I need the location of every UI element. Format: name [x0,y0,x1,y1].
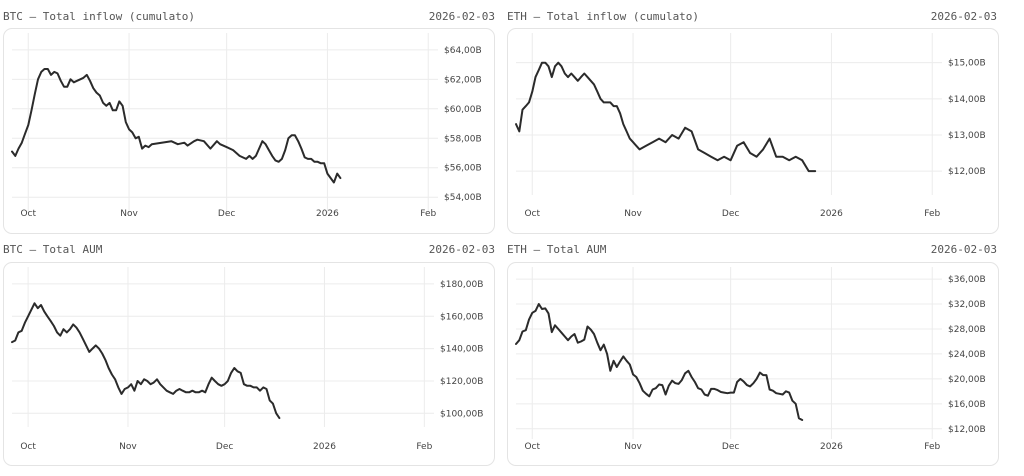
chart-card-btc-aum: Oct Nov Dec 2026 Feb $100,00B $120,00B $140,00B… [3,262,495,466]
chart-card-eth-aum: Oct Nov Dec 2026 Feb $12,00B $16,00B $20,00B $24… [507,262,999,466]
chart-title: ETH — Total inflow (cumulato) [507,9,700,23]
x-tick-label: Nov [120,209,138,219]
x-tick-label: Feb [420,209,436,219]
y-tick-label: $180,00B [440,280,483,290]
series-line [515,303,804,421]
panel-header-btc-aum: BTC — Total AUM 2026-02-03 [3,241,495,257]
x-tick-label: Feb [924,442,940,452]
y-tick-label: $13,00B [948,131,986,141]
y-tick-label: $64,00B [444,46,482,56]
series-line [11,68,342,184]
y-tick-label: $15,00B [948,59,986,69]
panel-header-btc-inflow: BTC — Total inflow (cumulato) 2026-02-03 [3,8,495,24]
y-tick-label: $100,00B [440,409,483,419]
chart-date: 2026-02-03 [428,9,495,23]
x-tick-label: Oct [20,442,36,452]
series-line [11,302,281,420]
y-tick-label: $20,00B [948,375,986,385]
y-tick-label: $58,00B [444,134,482,144]
chart-title: BTC — Total AUM [3,242,103,256]
y-tick-label: $56,00B [444,164,482,174]
y-tick-label: $12,00B [948,425,986,435]
series-line [515,61,817,173]
x-tick-label: Feb [924,209,940,219]
chart-date: 2026-02-03 [930,9,997,23]
line-chart: Oct Nov Dec 2026 Feb $54,00B $56,00B $58,00B $60… [11,33,482,219]
x-tick-label: Dec [722,209,739,219]
x-tick-label: 2026 [820,442,843,452]
x-tick-label: 2026 [313,442,336,452]
x-tick-label: Oct [20,209,36,219]
line-chart: Oct Nov Dec 2026 Feb $12,00B $16,00B $20,00B $24… [515,267,986,452]
line-chart: Oct Nov Dec 2026 Feb $12,00B $13,00B $14,00B $15… [515,33,986,219]
x-tick-label: Dec [722,442,739,452]
line-chart: Oct Nov Dec 2026 Feb $100,00B $120,00B $140,00B… [11,267,483,452]
y-tick-label: $54,00B [444,193,482,203]
x-tick-label: Feb [416,442,432,452]
y-tick-label: $140,00B [440,345,483,355]
y-tick-label: $12,00B [948,167,986,177]
chart-date: 2026-02-03 [428,242,495,256]
x-tick-label: Dec [216,442,233,452]
y-tick-label: $28,00B [948,325,986,335]
x-tick-label: Oct [524,442,540,452]
y-tick-label: $24,00B [948,350,986,360]
x-tick-label: 2026 [316,209,339,219]
chart-date: 2026-02-03 [930,242,997,256]
y-tick-label: $32,00B [948,300,986,310]
y-tick-label: $62,00B [444,75,482,85]
y-tick-label: $60,00B [444,105,482,115]
x-tick-label: 2026 [820,209,843,219]
chart-card-btc-inflow: Oct Nov Dec 2026 Feb $54,00B $56,00B $58,00B $60… [3,28,495,234]
x-tick-label: Nov [624,209,642,219]
y-tick-label: $36,00B [948,275,986,285]
x-tick-label: Nov [624,442,642,452]
y-tick-label: $120,00B [440,377,483,387]
x-tick-label: Oct [524,209,540,219]
chart-title: BTC — Total inflow (cumulato) [3,9,196,23]
y-tick-label: $14,00B [948,95,986,105]
y-tick-label: $160,00B [440,312,483,322]
x-tick-label: Nov [119,442,137,452]
panel-header-eth-aum: ETH — Total AUM 2026-02-03 [507,241,997,257]
x-tick-label: Dec [218,209,235,219]
y-tick-label: $16,00B [948,400,986,410]
chart-card-eth-inflow: Oct Nov Dec 2026 Feb $12,00B $13,00B $14,00B $15… [507,28,999,234]
panel-header-eth-inflow: ETH — Total inflow (cumulato) 2026-02-03 [507,8,997,24]
chart-title: ETH — Total AUM [507,242,607,256]
